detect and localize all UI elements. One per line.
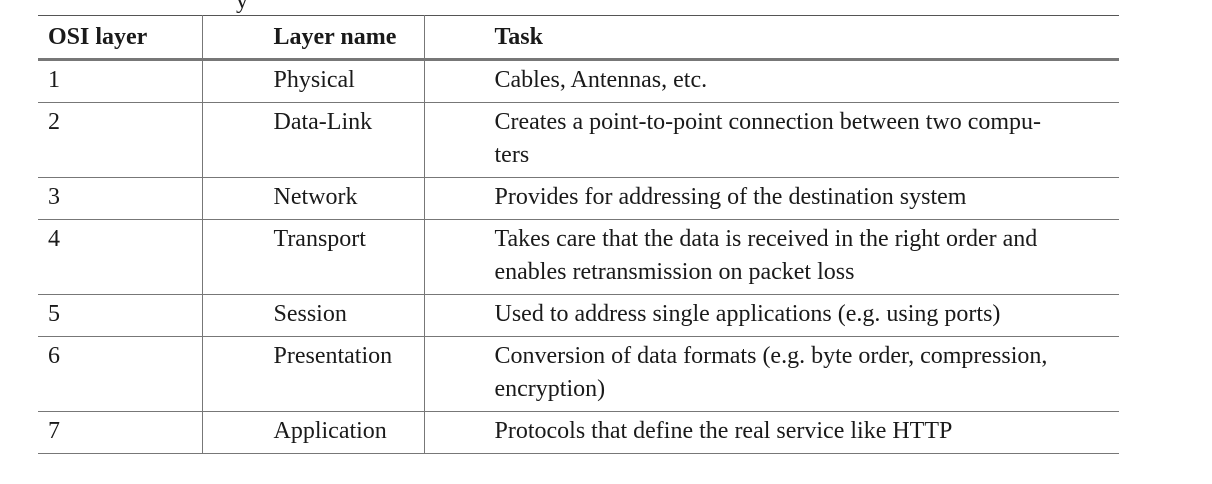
table-row: 1 Physical Cables, Antennas, etc. <box>38 59 1119 103</box>
cell-layer-name: Transport <box>273 226 366 252</box>
cell-layer-number: 4 <box>48 226 60 252</box>
header-osi-layer: OSI layer <box>38 15 203 61</box>
cell-layer-name: Physical <box>273 67 355 93</box>
table-row: 5 Session Used to address single applica… <box>38 294 1119 337</box>
header-task: Task <box>424 15 1119 61</box>
cell-task: Takes care that the data is received in … <box>494 226 1038 285</box>
cell-layer-name: Network <box>273 184 358 210</box>
cell-layer-number: 6 <box>48 343 60 369</box>
cell-task: Creates a point-to-point connection betw… <box>494 109 1042 168</box>
cell-layer-number: 1 <box>48 67 60 93</box>
cell-task: Conversion of data formats (e.g. byte or… <box>494 343 1048 402</box>
header-layer-name: Layer name <box>202 15 425 61</box>
table-row: 7 Application Protocols that define the … <box>38 411 1119 454</box>
osi-layers-table-container: OSI layer Layer name Task 1 Physical Cab… <box>38 15 1119 454</box>
cell-layer-number: 2 <box>48 109 60 135</box>
table-row: 6 Presentation Conversion of data format… <box>38 336 1119 412</box>
table-row: 2 Data-Link Creates a point-to-point con… <box>38 102 1119 178</box>
cell-layer-name: Presentation <box>273 343 393 369</box>
cell-layer-name: Data-Link <box>273 109 373 135</box>
header-row: OSI layer Layer name Task <box>38 15 1119 61</box>
cell-task: Protocols that define the real service l… <box>494 418 953 444</box>
table-row: 3 Network Provides for addressing of the… <box>38 177 1119 220</box>
table-body: 1 Physical Cables, Antennas, etc. 2 Data… <box>38 59 1119 454</box>
cell-layer-number: 5 <box>48 301 60 327</box>
table-row: 4 Transport Takes care that the data is … <box>38 219 1119 295</box>
cell-layer-name: Application <box>273 418 387 444</box>
osi-layers-table: OSI layer Layer name Task 1 Physical Cab… <box>38 15 1119 454</box>
cell-task: Used to address single applications (e.g… <box>494 301 1001 327</box>
cell-layer-number: 7 <box>48 418 60 444</box>
caption-fragment: y <box>236 0 248 14</box>
cell-layer-number: 3 <box>48 184 60 210</box>
cell-layer-name: Session <box>273 301 347 327</box>
cell-task: Cables, Antennas, etc. <box>494 67 708 93</box>
cell-task: Provides for addressing of the destinati… <box>494 184 967 210</box>
table-header: OSI layer Layer name Task <box>38 15 1119 61</box>
